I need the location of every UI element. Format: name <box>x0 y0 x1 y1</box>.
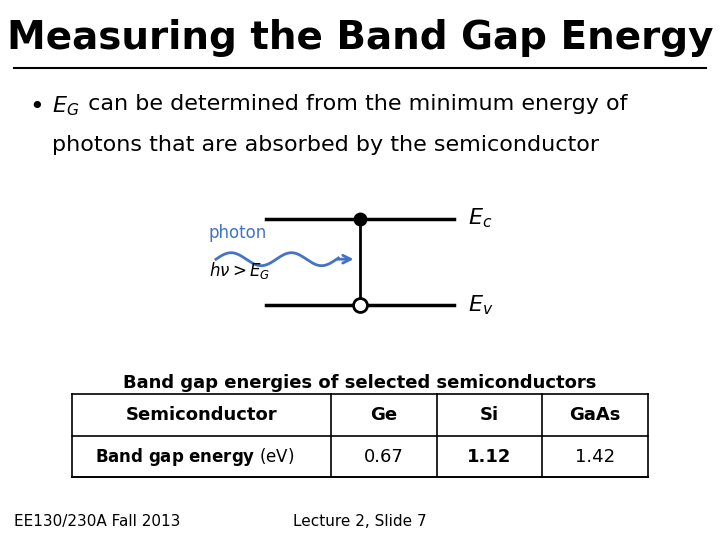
Text: Semiconductor: Semiconductor <box>126 406 277 424</box>
Text: can be determined from the minimum energy of: can be determined from the minimum energ… <box>81 94 627 114</box>
Text: 1.42: 1.42 <box>575 448 615 465</box>
Text: •: • <box>29 94 43 118</box>
Text: Band gap energies of selected semiconductors: Band gap energies of selected semiconduc… <box>123 374 597 391</box>
Text: $\mathit{E}_v$: $\mathit{E}_v$ <box>468 293 493 317</box>
Text: Si: Si <box>480 406 499 424</box>
Text: GaAs: GaAs <box>570 406 621 424</box>
Text: photon: photon <box>209 224 267 242</box>
Text: $\mathit{E}_\mathit{G}$: $\mathit{E}_\mathit{G}$ <box>52 94 79 118</box>
Text: Ge: Ge <box>370 406 397 424</box>
Text: Lecture 2, Slide 7: Lecture 2, Slide 7 <box>293 514 427 529</box>
Text: Measuring the Band Gap Energy: Measuring the Band Gap Energy <box>6 19 714 57</box>
Text: EE130/230A Fall 2013: EE130/230A Fall 2013 <box>14 514 181 529</box>
Text: 0.67: 0.67 <box>364 448 404 465</box>
Text: $\mathbf{Band\ gap\ energy}$ (eV): $\mathbf{Band\ gap\ energy}$ (eV) <box>95 446 294 468</box>
Text: $\mathit{E}_c$: $\mathit{E}_c$ <box>468 207 492 231</box>
Text: 1.12: 1.12 <box>467 448 512 465</box>
Text: $h\nu > E_G$: $h\nu > E_G$ <box>209 260 270 281</box>
Text: photons that are absorbed by the semiconductor: photons that are absorbed by the semicon… <box>52 135 599 155</box>
